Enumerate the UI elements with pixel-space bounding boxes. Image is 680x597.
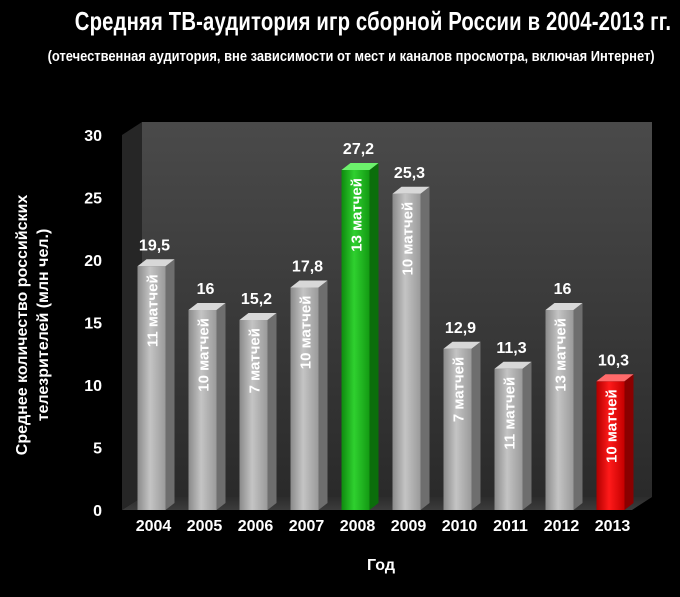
bar-match-count: 7 матчей [247,328,264,393]
bar [137,266,166,510]
chart-side-wall [122,122,142,510]
bar-value-label: 16 [197,281,215,298]
y-axis-label-line-2: телезрителей (млн чел.) [35,229,52,422]
bar-side [267,313,277,510]
bar [443,348,472,510]
x-tick-label: 2006 [238,518,274,535]
x-tick-label: 2008 [340,518,376,535]
bar-side [318,280,328,510]
y-tick-label: 20 [84,253,102,270]
bar-top [239,313,277,320]
bar-value-label: 12,9 [445,320,476,337]
bar [239,320,268,510]
bar-value-label: 10,3 [598,352,629,369]
chart-title: Средняя ТВ-аудитория игр сборной России … [74,6,672,36]
bar-match-count: 11 матчей [502,377,519,450]
bar-side [165,259,175,510]
x-tick-label: 2005 [187,518,223,535]
bar-match-count: 10 матчей [400,202,417,276]
bar [494,368,523,510]
bar-side [216,303,226,510]
bar-side [522,361,532,510]
x-tick-label: 2004 [136,518,172,535]
bar-top [596,374,634,382]
bar-match-count: 10 матчей [196,318,213,392]
bar-side [420,186,430,510]
y-axis-label-line-1: Среднее количество российских [14,195,31,456]
bar-top [137,259,175,267]
bar-side [573,303,583,510]
bar-side [369,163,379,510]
x-tick-label: 2013 [595,518,631,535]
bar [188,310,217,510]
bar-top [545,303,583,310]
chart-subtitle: (отечественная аудитория, вне зависимост… [47,48,655,65]
y-tick-label: 10 [84,378,102,395]
bar-match-count: 13 матчей [553,318,570,392]
x-tick-label: 2011 [493,518,528,535]
y-tick-label: 30 [84,128,102,145]
bar [341,170,370,510]
y-tick-label: 0 [93,503,102,520]
bar-value-label: 16 [554,281,572,298]
bar-side [624,374,634,510]
bar-top [188,303,226,310]
bar-value-label: 15,2 [241,291,272,308]
bar [596,381,625,510]
y-tick-label: 15 [84,316,102,333]
x-tick-label: 2009 [391,518,427,535]
x-axis-label: Год [367,557,395,574]
bar-top [341,163,379,170]
bar-top [494,361,532,369]
bar [545,310,574,510]
bar-side [471,341,481,510]
x-tick-label: 2012 [544,518,580,535]
plot-area: 0 5 10 15 20 25 30 19,5 11 матчей 2004 16 10 матчей… [84,122,652,535]
bar-top [392,186,430,194]
bar-value-label: 11,3 [496,340,526,357]
bar-top [443,341,481,349]
bar-match-count: 10 матчей [298,296,315,370]
bar-value-label: 25,3 [394,165,425,182]
bar-value-label: 19,5 [139,237,170,254]
bar-match-count: 10 матчей [604,389,621,463]
bar-value-label: 17,8 [292,259,323,276]
y-tick-label: 5 [93,441,102,458]
bar [392,193,421,510]
bar-match-count: 11 матчей [145,274,162,347]
bar-match-count: 13 матчей [349,178,366,252]
x-tick-label: 2007 [289,518,325,535]
bar-value-label: 27,2 [343,141,374,158]
bar-top [290,280,328,288]
y-tick-label: 25 [84,191,102,208]
x-tick-label: 2010 [442,518,478,535]
bar [290,287,319,510]
bar-match-count: 7 матчей [451,357,468,422]
